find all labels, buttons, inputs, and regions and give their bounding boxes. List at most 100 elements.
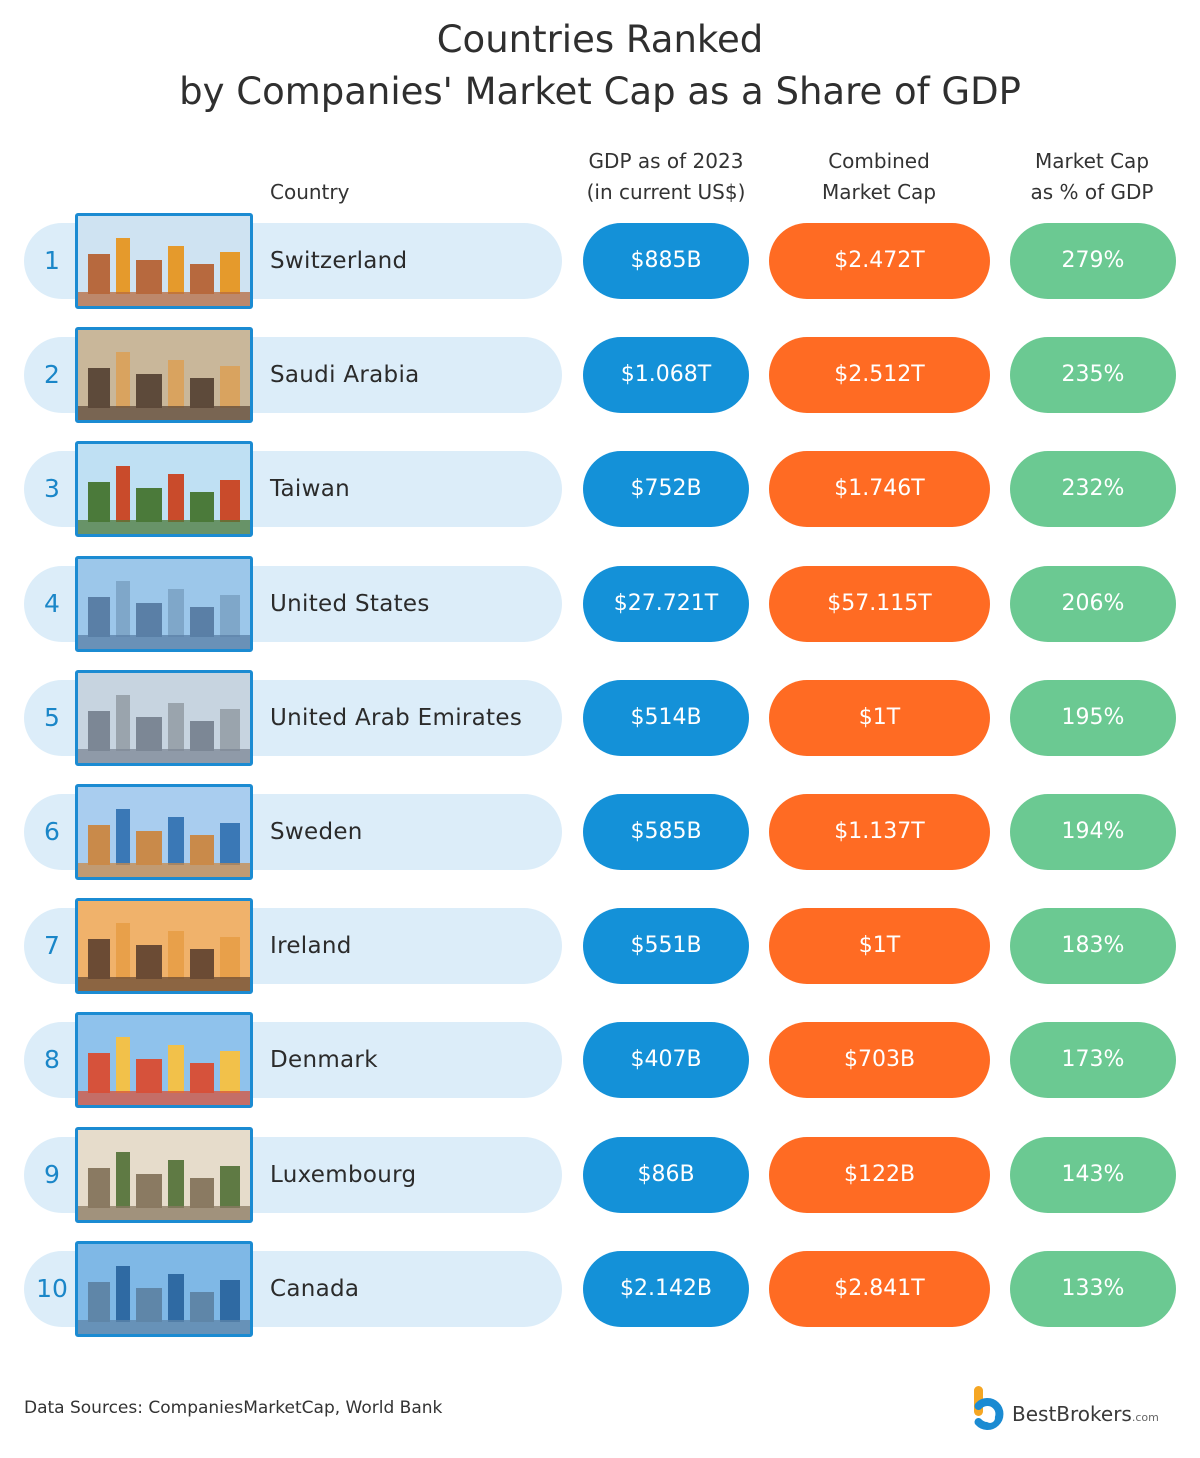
header-percent-line-2: as % of GDP [1030, 180, 1154, 204]
table-row: 8 Denmark $407B $703B 173% [0, 1012, 1200, 1109]
header-gdp-line-2: (in current US$) [586, 180, 746, 204]
photo-building [190, 949, 214, 980]
market-cap-percent-value: 206% [1010, 565, 1176, 642]
city-photo [75, 669, 253, 766]
city-photo [75, 1240, 253, 1337]
header-percent-line-1: Market Cap [1034, 149, 1150, 173]
title-line-1: Countries Ranked [436, 18, 764, 61]
photo-building [116, 1151, 130, 1208]
brand-name: BestBrokers.com [1012, 1402, 1159, 1426]
photo-building [116, 466, 130, 523]
photo-ground [78, 292, 250, 306]
table-row: 7 Ireland $551B $1T 183% [0, 898, 1200, 995]
city-photo [75, 213, 253, 309]
photo-building [136, 1059, 162, 1094]
photo-building [190, 378, 214, 409]
city-photo [75, 327, 253, 424]
rank-number: 3 [44, 474, 60, 504]
brand-name-text: BestBrokers [1012, 1402, 1132, 1426]
city-photo-illustration [78, 330, 250, 421]
city-photo-illustration [78, 1129, 250, 1220]
photo-building [116, 580, 130, 637]
photo-building [88, 1281, 110, 1322]
brand-domain: .com [1131, 1411, 1159, 1424]
photo-building [88, 710, 110, 751]
photo-building [136, 602, 162, 637]
gdp-value: $551B [583, 908, 749, 985]
market-cap-percent-value: 143% [1010, 1136, 1176, 1213]
market-cap-percent-value: 194% [1010, 794, 1176, 870]
table-row: 4 United States $27.721T $57.115T 206% [0, 555, 1200, 652]
header-market-cap: Combined Market Cap [778, 146, 980, 208]
chart-title: Countries Ranked by Companies' Market Ca… [0, 14, 1200, 118]
country-name: United States [270, 590, 430, 617]
market-cap-value: $1T [769, 679, 990, 756]
table-row: 6 Sweden $585B $1.137T 194% [0, 784, 1200, 880]
photo-building [88, 939, 110, 980]
photo-building [220, 252, 240, 294]
photo-building [220, 594, 240, 637]
photo-building [88, 482, 110, 523]
gdp-value: $752B [583, 451, 749, 528]
photo-building [190, 1063, 214, 1094]
photo-building [168, 1045, 184, 1094]
rank-number: 1 [44, 246, 60, 275]
rank-number: 10 [36, 1273, 68, 1303]
brand-logo: BestBrokers.com [970, 1384, 1180, 1434]
photo-building [116, 809, 130, 865]
photo-ground [78, 863, 250, 877]
market-cap-percent-value: 133% [1010, 1250, 1176, 1327]
photo-ground [78, 977, 250, 992]
market-cap-value: $1.746T [769, 451, 990, 528]
photo-building [136, 1287, 162, 1322]
photo-ground [78, 406, 250, 421]
photo-building [88, 1167, 110, 1208]
table-row: 3 Taiwan $752B $1.746T 232% [0, 441, 1200, 538]
market-cap-percent-value: 279% [1010, 223, 1176, 299]
photo-building [168, 1159, 184, 1208]
header-market-cap-line-2: Market Cap [821, 180, 937, 204]
photo-building [136, 831, 162, 865]
city-photo-illustration [78, 787, 250, 877]
city-photo-illustration [78, 672, 250, 763]
rank-number: 2 [44, 360, 60, 390]
table-row: 5 United Arab Emirates $514B $1T 195% [0, 669, 1200, 766]
photo-building [190, 835, 214, 865]
photo-building [136, 374, 162, 409]
photo-building [220, 1051, 240, 1094]
photo-building [168, 474, 184, 523]
photo-building [168, 246, 184, 294]
photo-ground [78, 1319, 250, 1334]
gdp-value: $407B [583, 1022, 749, 1099]
photo-building [168, 817, 184, 865]
city-photo-illustration [78, 1015, 250, 1106]
table-row: 2 Saudi Arabia $1.068T $2.512T 235% [0, 327, 1200, 424]
photo-building [136, 716, 162, 751]
gdp-value: $1.068T [583, 337, 749, 414]
title-line-2: by Companies' Market Cap as a Share of G… [179, 70, 1021, 113]
gdp-value: $585B [583, 794, 749, 870]
city-photo [75, 898, 253, 995]
photo-building [220, 1279, 240, 1322]
country-name: United Arab Emirates [270, 704, 523, 731]
city-photo-illustration [78, 444, 250, 535]
market-cap-value: $703B [769, 1022, 990, 1099]
photo-building [220, 708, 240, 751]
gdp-value: $27.721T [583, 565, 749, 642]
photo-building [190, 1177, 214, 1208]
photo-building [220, 480, 240, 523]
photo-building [88, 368, 110, 409]
photo-building [116, 923, 130, 980]
market-cap-value: $122B [769, 1136, 990, 1213]
photo-ground [78, 634, 250, 649]
photo-building [220, 937, 240, 980]
market-cap-value: $2.472T [769, 223, 990, 299]
city-photo [75, 1126, 253, 1223]
photo-building [136, 945, 162, 980]
photo-building [190, 492, 214, 523]
gdp-value: $514B [583, 679, 749, 756]
market-cap-percent-value: 183% [1010, 908, 1176, 985]
photo-building [168, 588, 184, 637]
header-gdp: GDP as of 2023 (in current US$) [566, 146, 766, 208]
photo-building [168, 702, 184, 751]
